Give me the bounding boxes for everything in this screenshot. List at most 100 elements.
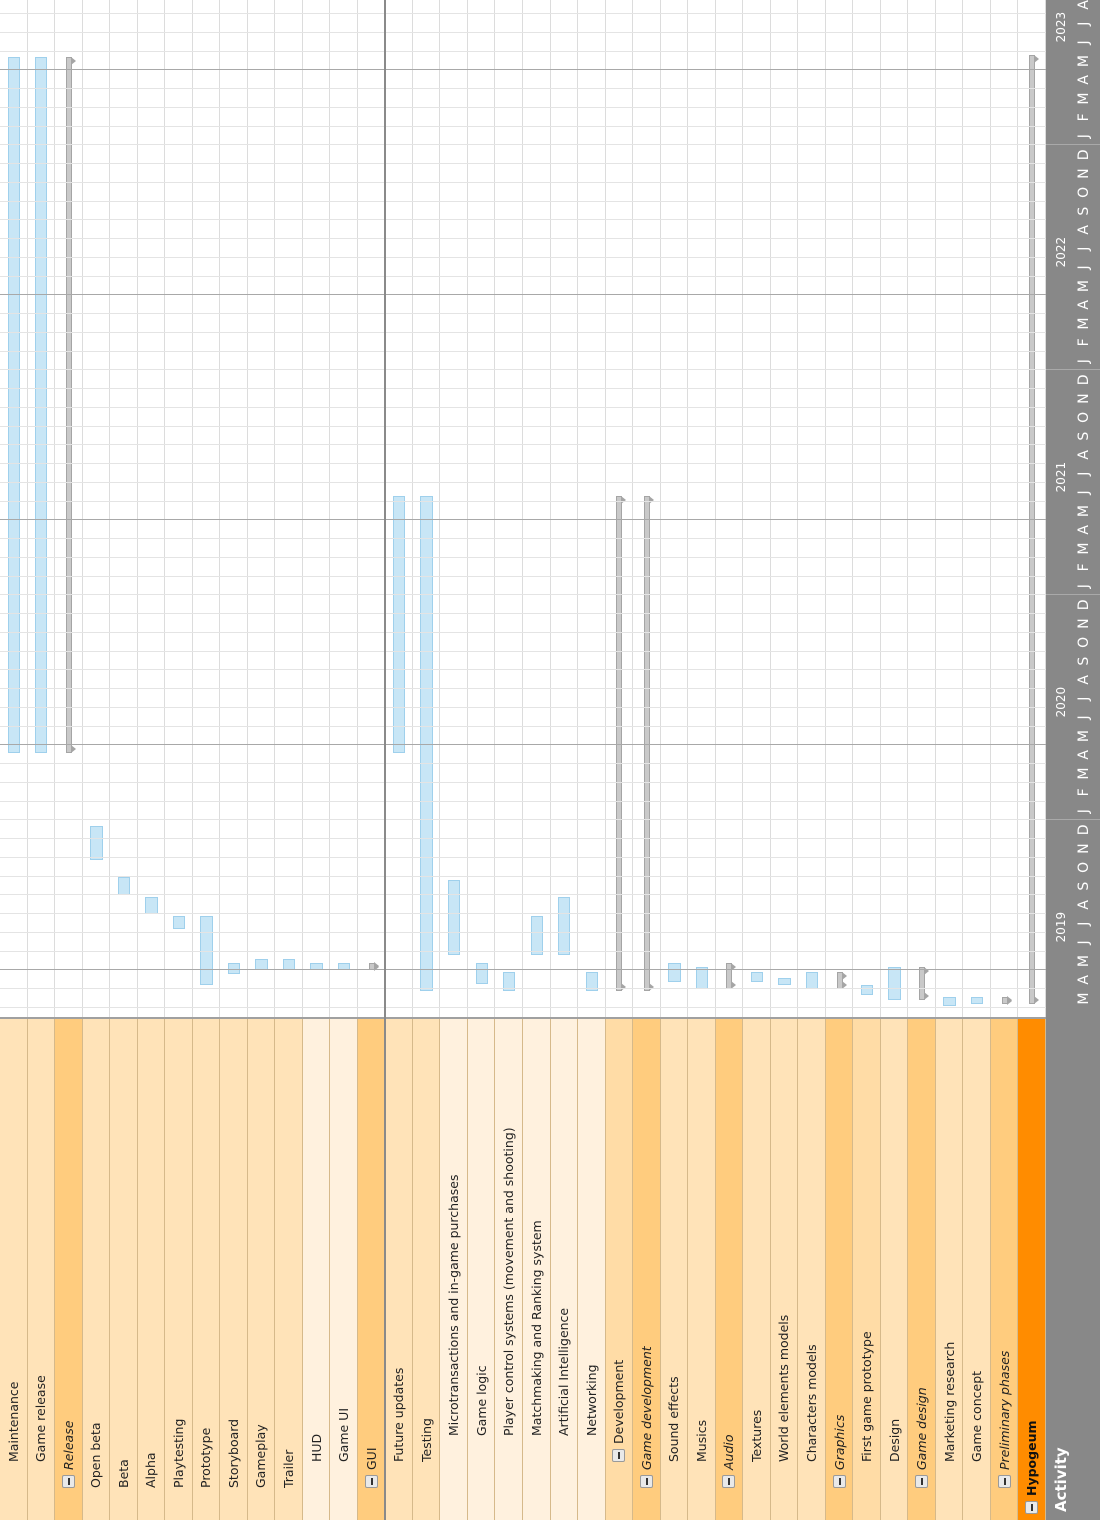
- task-row[interactable]: Hypogeum: [1018, 0, 1046, 1520]
- task-bar[interactable]: [145, 897, 158, 915]
- task-bar[interactable]: [668, 963, 681, 982]
- task-row[interactable]: Marketing research: [935, 0, 964, 1520]
- summary-bar[interactable]: [1029, 55, 1036, 1005]
- task-label-cell[interactable]: Graphics: [825, 1018, 854, 1520]
- task-row[interactable]: Game concept: [963, 0, 991, 1520]
- collapse-toggle-icon[interactable]: [61, 1475, 75, 1488]
- task-row[interactable]: Game UI: [330, 0, 358, 1520]
- task-label-cell[interactable]: Game release: [27, 1018, 56, 1520]
- task-row[interactable]: HUD: [302, 0, 331, 1520]
- task-row[interactable]: Matchmaking and Ranking system: [523, 0, 551, 1520]
- task-label-cell[interactable]: Sound effects: [660, 1018, 689, 1520]
- task-label-cell[interactable]: HUD: [302, 1018, 331, 1520]
- task-row[interactable]: GUI: [357, 0, 386, 1520]
- task-row[interactable]: Game logic: [467, 0, 496, 1520]
- task-bar[interactable]: [172, 916, 186, 930]
- task-row[interactable]: Release: [55, 0, 83, 1520]
- summary-bar[interactable]: [836, 972, 843, 990]
- task-row[interactable]: Game development: [633, 0, 661, 1520]
- task-label-cell[interactable]: Alpha: [137, 1018, 166, 1520]
- task-label-cell[interactable]: Prototype: [192, 1018, 221, 1520]
- task-row[interactable]: Characters models: [798, 0, 826, 1520]
- task-label-cell[interactable]: Development: [605, 1018, 634, 1520]
- task-label-cell[interactable]: Beta: [110, 1018, 138, 1520]
- task-label-cell[interactable]: Game design: [908, 1018, 936, 1520]
- task-bar[interactable]: [392, 496, 406, 753]
- task-row[interactable]: Audio: [715, 0, 744, 1520]
- task-label-cell[interactable]: Trailer: [275, 1018, 303, 1520]
- task-label-cell[interactable]: World elements models: [770, 1018, 799, 1520]
- task-label-cell[interactable]: Characters models: [798, 1018, 826, 1520]
- task-row[interactable]: Artificial Intelligence: [550, 0, 579, 1520]
- task-label-cell[interactable]: Game concept: [963, 1018, 991, 1520]
- task-row[interactable]: Preliminary phases: [990, 0, 1019, 1520]
- task-bar[interactable]: [558, 897, 571, 956]
- task-bar[interactable]: [943, 996, 956, 1007]
- task-row[interactable]: Testing: [412, 0, 441, 1520]
- task-row[interactable]: Microtransactions and in-game purchases: [440, 0, 468, 1520]
- task-label-cell[interactable]: Hypogeum: [1018, 1018, 1046, 1520]
- task-label-cell[interactable]: Player control systems (movement and sho…: [495, 1018, 523, 1520]
- collapse-toggle-icon[interactable]: [722, 1475, 736, 1488]
- task-label-cell[interactable]: Playtesting: [165, 1018, 193, 1520]
- task-label-cell[interactable]: Maintenance: [0, 1018, 28, 1520]
- task-row[interactable]: Prototype: [192, 0, 221, 1520]
- task-label-cell[interactable]: Release: [55, 1018, 83, 1520]
- task-row[interactable]: Alpha: [137, 0, 166, 1520]
- collapse-toggle-icon[interactable]: [639, 1475, 653, 1488]
- task-label-cell[interactable]: Matchmaking and Ranking system: [523, 1018, 551, 1520]
- task-label-cell[interactable]: Storyboard: [220, 1018, 248, 1520]
- activity-column-title[interactable]: Activity: [1052, 1447, 1070, 1512]
- summary-bar[interactable]: [726, 963, 733, 990]
- task-row[interactable]: Maintenance: [0, 0, 28, 1520]
- collapse-toggle-icon[interactable]: [915, 1475, 929, 1488]
- task-label-cell[interactable]: Artificial Intelligence: [550, 1018, 579, 1520]
- task-row[interactable]: Storyboard: [220, 0, 248, 1520]
- task-label-cell[interactable]: Musics: [688, 1018, 716, 1520]
- task-bar[interactable]: [35, 57, 48, 753]
- task-bar[interactable]: [970, 996, 984, 1005]
- task-row[interactable]: Musics: [688, 0, 716, 1520]
- task-label-cell[interactable]: Microtransactions and in-game purchases: [440, 1018, 468, 1520]
- label-column-edge[interactable]: [0, 1017, 1046, 1019]
- task-row[interactable]: Networking: [578, 0, 606, 1520]
- task-row[interactable]: Player control systems (movement and sho…: [495, 0, 523, 1520]
- task-bar[interactable]: [475, 963, 488, 984]
- task-label-cell[interactable]: Game UI: [330, 1018, 358, 1520]
- task-label-cell[interactable]: Networking: [578, 1018, 606, 1520]
- task-row[interactable]: Development: [605, 0, 634, 1520]
- collapse-toggle-icon[interactable]: [612, 1449, 626, 1462]
- task-label-cell[interactable]: Future updates: [385, 1018, 413, 1520]
- task-label-cell[interactable]: Textures: [743, 1018, 771, 1520]
- summary-bar[interactable]: [1001, 996, 1008, 1005]
- task-bar[interactable]: [447, 880, 461, 956]
- task-row[interactable]: Sound effects: [660, 0, 689, 1520]
- task-row[interactable]: World elements models: [770, 0, 799, 1520]
- task-label-cell[interactable]: Open beta: [82, 1018, 111, 1520]
- task-label-cell[interactable]: Game development: [633, 1018, 661, 1520]
- task-row[interactable]: Textures: [743, 0, 771, 1520]
- task-row[interactable]: First game prototype: [853, 0, 881, 1520]
- task-bar[interactable]: [117, 876, 131, 896]
- task-row[interactable]: Game release: [27, 0, 56, 1520]
- task-row[interactable]: Design: [880, 0, 909, 1520]
- task-label-cell[interactable]: GUI: [357, 1018, 386, 1520]
- task-label-cell[interactable]: Testing: [412, 1018, 441, 1520]
- task-row[interactable]: Playtesting: [165, 0, 193, 1520]
- task-bar[interactable]: [805, 972, 819, 990]
- task-bar[interactable]: [750, 972, 764, 982]
- task-row[interactable]: Gameplay: [247, 0, 276, 1520]
- task-bar[interactable]: [888, 966, 901, 1001]
- task-label-cell[interactable]: Marketing research: [935, 1018, 964, 1520]
- summary-bar[interactable]: [919, 966, 926, 1001]
- task-label-cell[interactable]: Game logic: [467, 1018, 496, 1520]
- task-label-cell[interactable]: First game prototype: [853, 1018, 881, 1520]
- task-row[interactable]: Future updates: [385, 0, 413, 1520]
- collapse-toggle-icon[interactable]: [832, 1475, 846, 1488]
- task-label-cell[interactable]: Design: [880, 1018, 909, 1520]
- task-bar[interactable]: [860, 985, 874, 995]
- task-label-cell[interactable]: Gameplay: [247, 1018, 276, 1520]
- collapse-toggle-icon[interactable]: [364, 1475, 378, 1488]
- task-bar[interactable]: [778, 978, 791, 986]
- task-label-cell[interactable]: Preliminary phases: [990, 1018, 1019, 1520]
